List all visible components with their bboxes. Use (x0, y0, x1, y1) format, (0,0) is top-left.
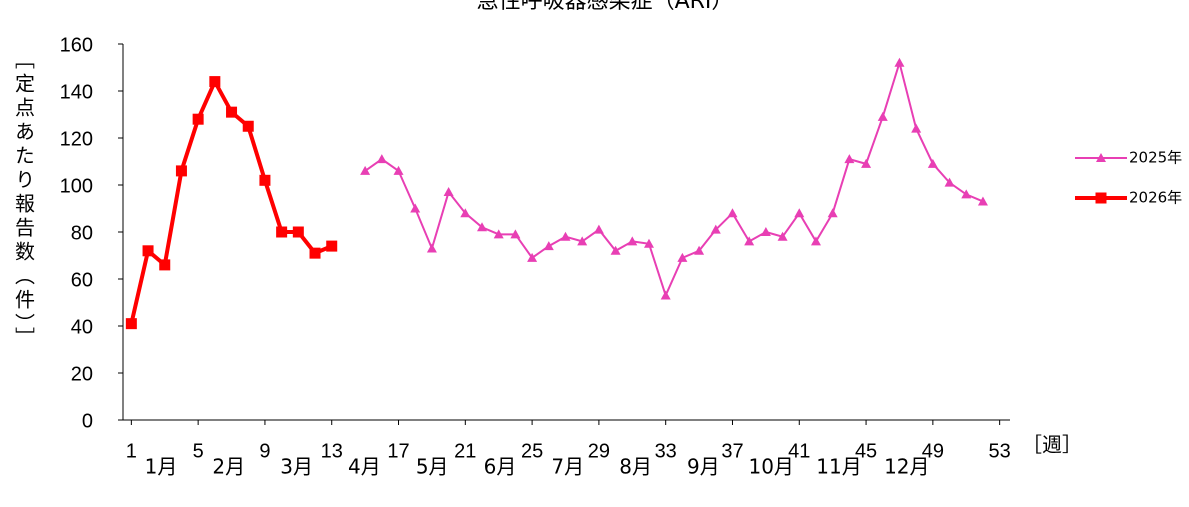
legend-label: 2025年 (1129, 149, 1182, 167)
marker (660, 290, 671, 300)
x-tick-label: 1 (126, 440, 137, 462)
marker (794, 208, 805, 218)
y-tick-label: 0 (82, 410, 93, 432)
marker (477, 222, 488, 232)
marker (744, 236, 755, 246)
marker (125, 318, 137, 330)
marker (309, 247, 321, 259)
x-tick-label: 9 (259, 440, 270, 462)
month-label: 2月 (212, 455, 245, 479)
legend-marker (1096, 153, 1106, 162)
marker (393, 165, 404, 175)
y-tick-label: 140 (60, 81, 93, 103)
marker (827, 208, 838, 218)
y-axis-label: ［定点あたり報告数（件）］ (12, 49, 36, 351)
marker (727, 208, 738, 218)
month-label: 5月 (416, 455, 449, 479)
marker (877, 111, 888, 121)
x-tick-label: 5 (193, 440, 204, 462)
x-tick-label: 37 (721, 440, 743, 462)
month-label: 3月 (280, 455, 313, 479)
month-label: 4月 (348, 455, 381, 479)
marker (643, 238, 654, 248)
marker (426, 243, 437, 253)
month-label: 9月 (687, 455, 720, 479)
month-label: 6月 (484, 455, 517, 479)
month-label: 1月 (145, 455, 178, 479)
marker (192, 113, 204, 125)
x-tick-label: 33 (655, 440, 677, 462)
marker (510, 229, 521, 239)
marker (209, 76, 221, 88)
y-tick-label: 100 (60, 175, 93, 197)
marker (593, 224, 604, 234)
x-tick-label: 29 (588, 440, 610, 462)
month-label: 12月 (884, 455, 929, 479)
marker (710, 224, 721, 234)
marker (326, 240, 338, 252)
marker (493, 229, 504, 239)
marker (175, 165, 187, 177)
marker (861, 158, 872, 168)
marker (944, 177, 955, 187)
marker (159, 259, 171, 271)
marker (577, 236, 588, 246)
marker (410, 203, 421, 213)
chart-title: 急性呼吸器感染症（ARI） (477, 0, 734, 14)
marker (627, 236, 638, 246)
marker (760, 227, 771, 236)
series-line (364, 59, 984, 299)
marker (677, 252, 688, 262)
marker (977, 196, 988, 206)
marker (543, 241, 554, 251)
marker (242, 120, 254, 132)
x-tick-label: 17 (387, 440, 409, 462)
marker (360, 165, 371, 175)
x-tick-label: 25 (521, 440, 543, 462)
marker (777, 231, 788, 241)
y-tick-label: 60 (71, 269, 93, 291)
marker (527, 252, 538, 262)
marker (694, 245, 705, 255)
marker (610, 245, 621, 255)
marker (142, 245, 154, 257)
month-label: 10月 (748, 455, 793, 479)
y-tick-label: 80 (71, 222, 93, 244)
x-tick-label: 45 (855, 440, 877, 462)
marker (443, 187, 454, 197)
x-axis-label: ［週］ (1022, 433, 1082, 457)
month-label: 7月 (551, 455, 584, 479)
month-label: 11月 (816, 455, 861, 479)
marker (961, 189, 972, 199)
y-tick-label: 160 (60, 34, 93, 56)
x-tick-label: 49 (922, 440, 944, 462)
y-tick-label: 20 (71, 363, 93, 385)
marker (460, 208, 471, 218)
marker (292, 226, 304, 238)
marker (259, 174, 271, 186)
marker (894, 57, 905, 67)
marker (276, 226, 288, 238)
marker (927, 158, 938, 168)
legend-label: 2026年 (1129, 189, 1182, 207)
legend-marker (1095, 192, 1107, 204)
y-tick-label: 120 (60, 128, 93, 150)
marker (376, 154, 387, 164)
marker (810, 236, 821, 246)
series-line (129, 77, 333, 325)
marker (911, 123, 922, 133)
month-label: 8月 (619, 455, 652, 479)
x-tick-label: 53 (989, 440, 1011, 462)
x-tick-label: 41 (788, 440, 810, 462)
marker (844, 154, 855, 164)
y-tick-label: 40 (71, 316, 93, 338)
x-tick-label: 13 (321, 440, 343, 462)
marker (226, 106, 238, 118)
x-tick-label: 21 (454, 440, 476, 462)
marker (560, 231, 571, 241)
